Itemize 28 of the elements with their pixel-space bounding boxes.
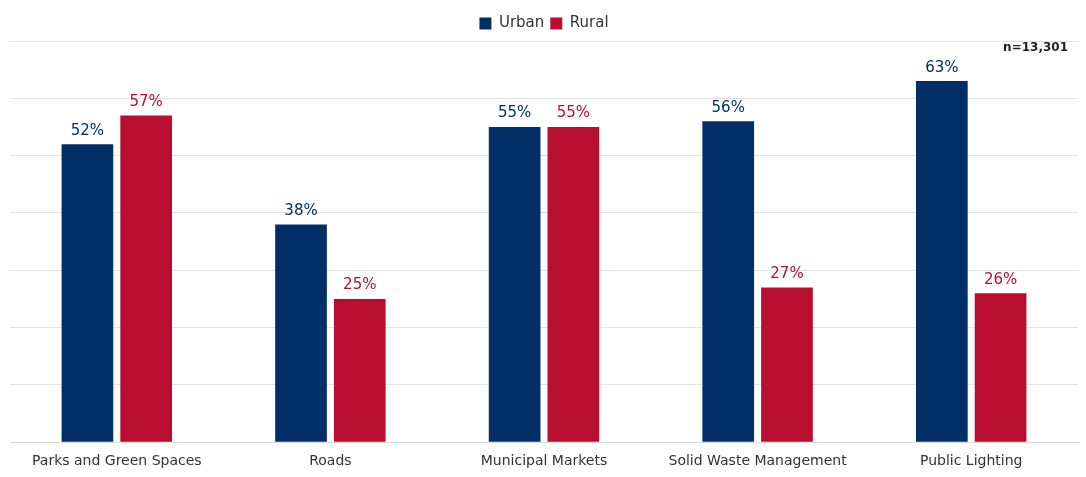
data-label: 52% [70,120,105,139]
bar [974,293,1027,442]
legend-label: Urban [498,13,545,32]
bar [61,144,114,442]
x-tick-label: Public Lighting [919,452,1023,469]
text: n=13,301 [1003,40,1068,55]
bar [333,298,386,442]
bar [915,81,968,442]
x-tick-label: Parks and Green Spaces [32,452,202,469]
data-label: 63% [925,57,959,76]
bar [761,287,813,442]
bar [547,126,600,442]
x-tick-label: Roads [309,452,352,469]
bar [120,115,173,442]
legend-label: Rural [569,13,609,32]
x-tick-label: Municipal Markets [480,452,608,469]
data-label: 55% [497,103,532,122]
data-label: 25% [343,275,377,294]
data-label: 57% [129,91,163,110]
data-label: 27% [770,263,804,282]
data-label: 38% [284,200,318,219]
x-tick-label: Solid Waste Management [668,452,848,469]
data-label: 56% [711,97,745,116]
data-label: 26% [983,269,1018,288]
bar [702,121,755,442]
data-label: 55% [556,103,591,122]
bar [488,126,541,442]
bar [275,224,327,442]
